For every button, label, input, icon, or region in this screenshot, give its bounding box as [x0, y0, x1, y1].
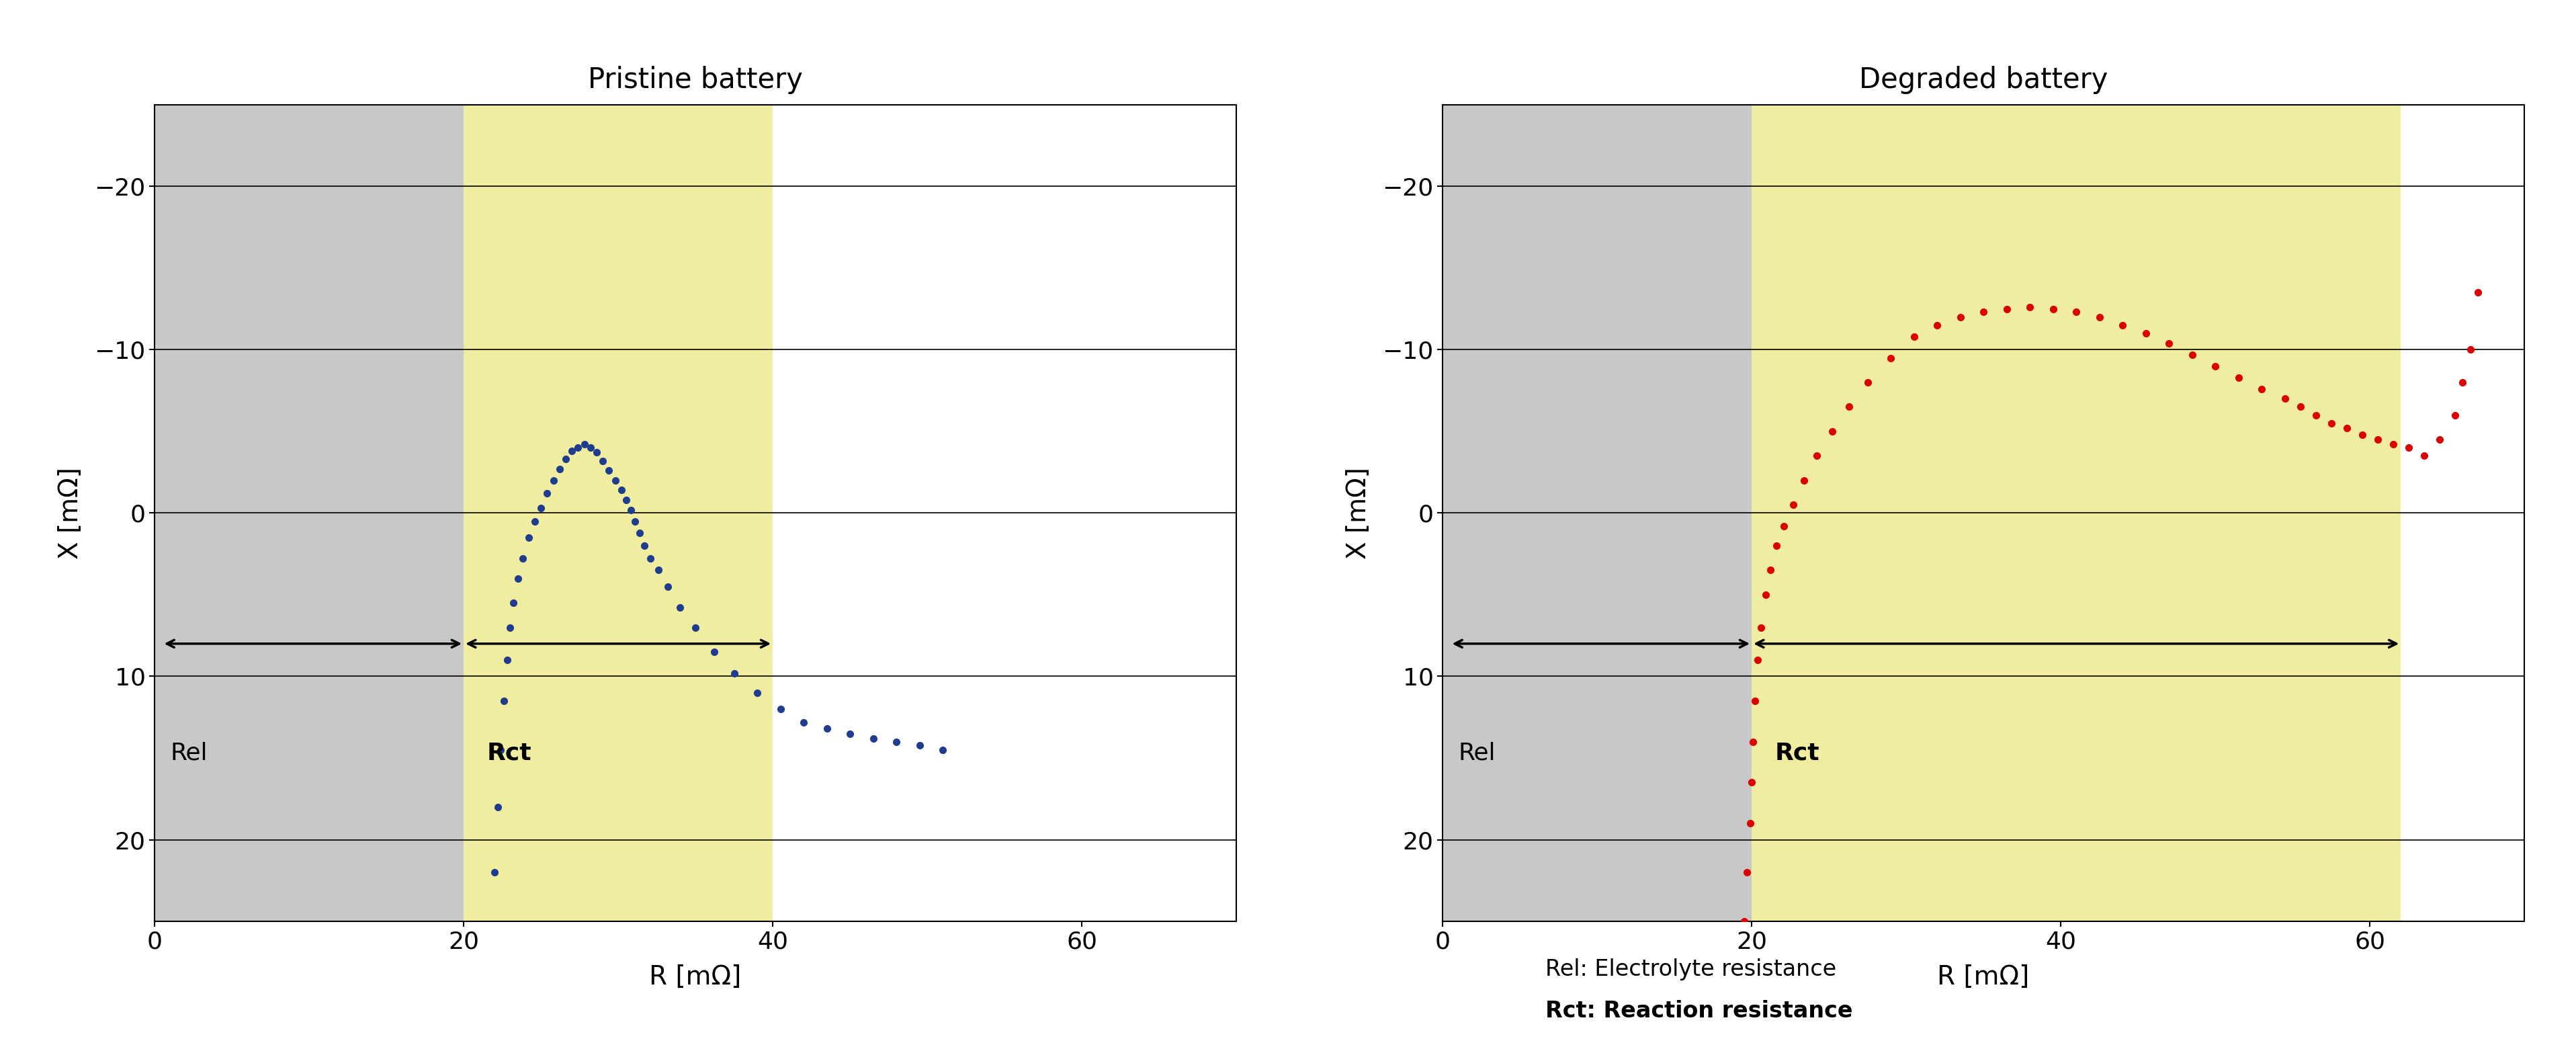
Y-axis label: X [mΩ]: X [mΩ] [1345, 467, 1370, 559]
Text: Rct: Rct [1775, 741, 1819, 764]
Title: Pristine battery: Pristine battery [587, 66, 804, 94]
Bar [1752, 105, 2401, 921]
Text: Rel: Rel [170, 741, 206, 764]
Y-axis label: X [mΩ]: X [mΩ] [57, 467, 82, 559]
X-axis label: R [mΩ]: R [mΩ] [649, 964, 742, 989]
Text: Rel: Electrolyte resistance: Rel: Electrolyte resistance [1546, 958, 1837, 980]
Bar [1443, 105, 1752, 921]
Text: Rct: Reaction resistance: Rct: Reaction resistance [1546, 1000, 1852, 1022]
Text: Rel: Rel [1458, 741, 1494, 764]
Bar [464, 105, 773, 921]
Bar [155, 105, 464, 921]
X-axis label: R [mΩ]: R [mΩ] [1937, 964, 2030, 989]
Text: Rct: Rct [487, 741, 531, 764]
Title: Degraded battery: Degraded battery [1860, 66, 2107, 94]
